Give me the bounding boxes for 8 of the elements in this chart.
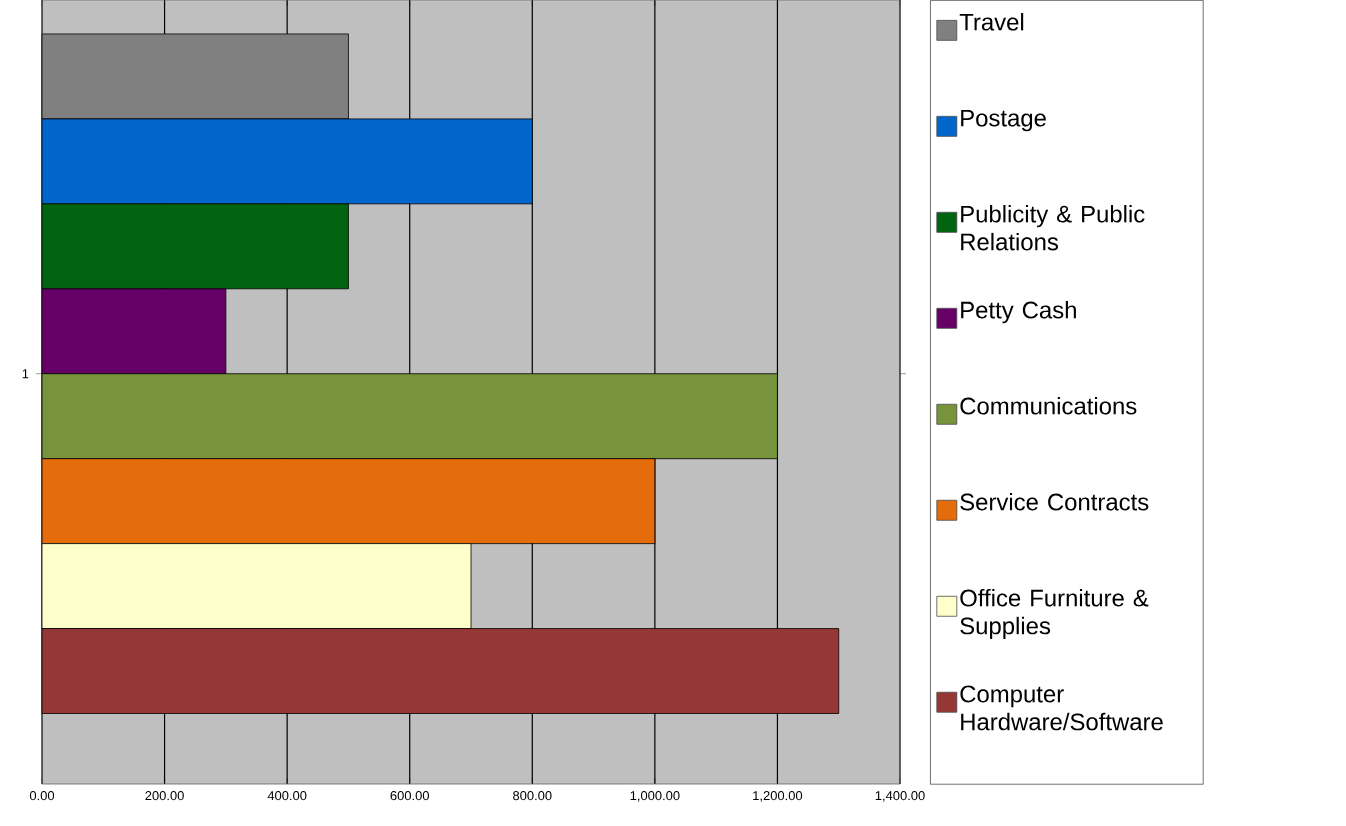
legend-label: Office Furniture & Supplies [960,588,1149,640]
legend-label: Service Contracts [960,492,1149,511]
legend-label: Communications [960,396,1137,415]
legend-label: Petty Cash [961,300,1076,324]
legend-label: Postage [961,109,1046,132]
legend-label: Publicity & Public Relations [961,205,1145,251]
legend-label: Computer Hardware/Software [960,685,1163,731]
legend-label: Travel [959,13,1024,31]
